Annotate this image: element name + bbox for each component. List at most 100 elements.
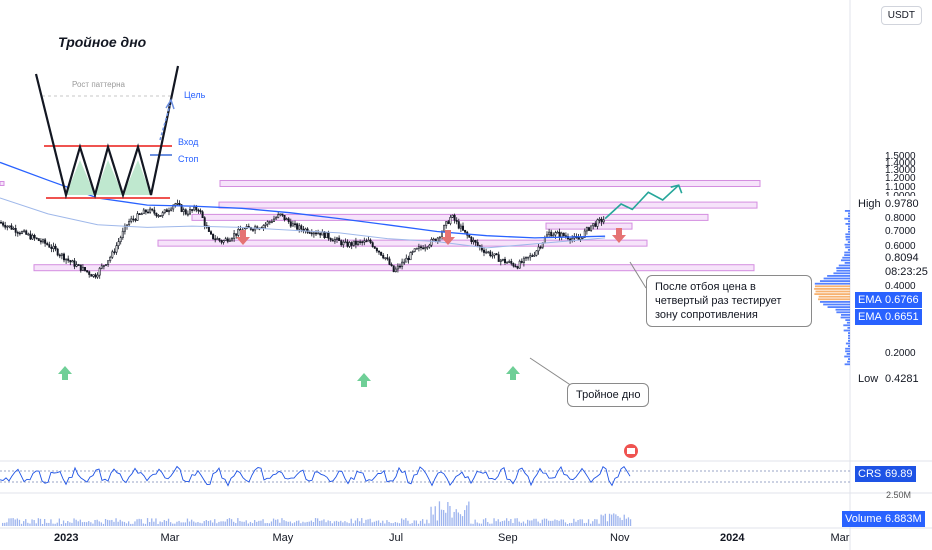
candle-body (333, 239, 336, 242)
inset-pattern-line (34, 65, 180, 200)
volume-bar (524, 523, 527, 526)
fourth-test-callout: После отбоя цена в четвертый раз тестиру… (646, 275, 812, 327)
volume-bar (604, 513, 606, 526)
candle-body (569, 238, 572, 241)
volume-bar (543, 518, 546, 526)
candle-body (48, 244, 51, 248)
volume-bar (123, 521, 126, 526)
volume-bar (165, 520, 168, 526)
volume-label: Volume (842, 511, 885, 527)
countdown-tag: 08:23:25 (882, 264, 931, 280)
candle-body (140, 213, 143, 216)
volume-bar (285, 521, 287, 526)
candle-body (224, 238, 227, 241)
volume-bar (375, 520, 378, 526)
volume-bar (535, 518, 537, 526)
volume-profile-bar (845, 223, 850, 225)
candle-body (29, 233, 32, 240)
volume-bar (407, 520, 409, 526)
volume-bar (466, 505, 468, 526)
candle-body (522, 257, 525, 263)
candle-body (128, 221, 131, 226)
volume-bar (159, 521, 161, 526)
volume-bar (182, 522, 184, 526)
volume-bar (81, 522, 84, 526)
news-flag-detail (627, 448, 635, 454)
volume-bar (495, 521, 497, 526)
volume-bar (54, 523, 56, 526)
candle-body (394, 268, 397, 273)
volume-bar (155, 518, 157, 526)
volume-bar (8, 518, 10, 526)
volume-bar (508, 520, 510, 526)
candle-body (56, 248, 59, 256)
volume-bar (199, 522, 201, 526)
volume-bar (386, 520, 388, 526)
volume-bar (62, 520, 65, 526)
volume-bar (380, 522, 382, 526)
candle-body (401, 261, 404, 267)
candle-body (100, 265, 103, 269)
candle-body (585, 227, 588, 232)
currency-button[interactable]: USDT (880, 6, 922, 25)
volume-bar (86, 522, 88, 526)
volume-profile-bar (846, 321, 850, 324)
candle-body (252, 229, 255, 231)
candle-body (600, 218, 603, 223)
volume-bar (350, 518, 352, 526)
volume-bar (44, 518, 46, 526)
triple-bottom-callout: Тройное дно (567, 383, 650, 407)
volume-profile-bar (848, 332, 850, 334)
candle-body (41, 239, 44, 243)
candle-body (186, 213, 189, 216)
volume-bar (424, 523, 426, 526)
volume-bar (52, 523, 54, 526)
volume-bar (243, 521, 245, 526)
volume-profile-bar (845, 246, 850, 249)
candle-body (577, 237, 580, 240)
candle-body (268, 221, 271, 223)
candle-body (598, 218, 601, 221)
candle-body (119, 237, 122, 242)
volume-bar (296, 520, 298, 526)
candle-body (107, 260, 110, 265)
candle-body (293, 223, 296, 226)
volume-bar (468, 501, 470, 526)
candle-body (529, 255, 532, 258)
volume-bar (115, 518, 117, 526)
volume-profile-bar (846, 353, 850, 355)
volume-bar (562, 519, 564, 526)
volume-profile-bar (845, 319, 850, 321)
candle-body (556, 231, 559, 234)
candle-body (266, 221, 269, 225)
candle-body (111, 251, 114, 258)
volume-bar (413, 520, 415, 526)
volume-bar (107, 519, 109, 526)
volume-profile-bar (814, 282, 850, 285)
candle-body (184, 209, 187, 215)
volume-profile-bar (819, 280, 850, 282)
crsi-label: CRSI (855, 466, 888, 482)
candle-body (531, 255, 534, 257)
volume-bar (480, 523, 483, 526)
candle-body (419, 246, 422, 249)
volume-profile-bar (844, 355, 850, 358)
volume-bar (359, 521, 361, 526)
candle-body (447, 221, 450, 224)
volume-profile-bar (844, 363, 850, 366)
candle-body (222, 240, 225, 243)
candle-body (495, 253, 498, 256)
volume-bar (598, 523, 600, 526)
volume-bar (224, 521, 226, 526)
candle-body (298, 225, 301, 230)
volume-bar (522, 521, 525, 526)
volume-bar (390, 523, 392, 526)
volume-bar (12, 518, 14, 526)
volume-bar (272, 518, 275, 526)
volume-bar (432, 514, 434, 526)
volume-bar (96, 519, 98, 526)
candle-body (409, 252, 412, 261)
candle-body (149, 208, 152, 213)
volume-profile-bar (843, 329, 850, 332)
